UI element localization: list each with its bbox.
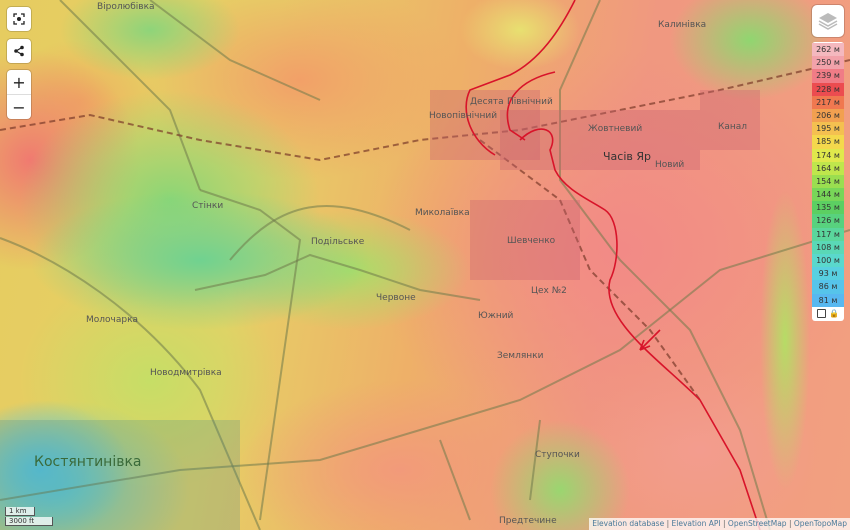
legend-item: 164 м	[812, 161, 844, 175]
road	[149, 0, 321, 101]
road	[59, 0, 201, 191]
legend-item: 250 м	[812, 56, 844, 70]
road	[199, 189, 302, 521]
town-label: Часів Яр	[603, 150, 651, 163]
legend-item: 262 м	[812, 43, 844, 57]
place-label: Молочарка	[86, 315, 139, 325]
place-label: Цех №2	[531, 286, 567, 296]
place-label: Подільське	[311, 237, 365, 247]
zoom-control: + −	[7, 70, 31, 119]
place-label: Червоне	[376, 293, 416, 303]
place-label: Віролюбівка	[97, 2, 155, 12]
place-label: Шевченко	[507, 236, 556, 246]
attribution: Elevation database | Elevation API | Ope…	[589, 518, 850, 530]
share-icon[interactable]	[7, 39, 31, 63]
attribution-link[interactable]: Elevation database	[592, 519, 665, 528]
frontline	[506, 71, 556, 141]
place-label: Канал	[718, 122, 748, 132]
legend-item: 81 м	[812, 293, 844, 307]
fullscreen-control[interactable]	[7, 7, 31, 31]
legend-item: 185 м	[812, 135, 844, 149]
legend-item: 126 м	[812, 214, 844, 228]
city-label: Костянтинівка	[34, 454, 142, 470]
frontline-arrow	[639, 329, 661, 351]
legend-item: 135 м	[812, 201, 844, 215]
place-label: Північний	[507, 97, 553, 107]
attribution-link[interactable]: OpenStreetMap	[727, 519, 787, 528]
place-label: Новодмитрівка	[150, 368, 222, 378]
road	[229, 205, 411, 261]
place-label: Миколаївка	[415, 208, 470, 218]
legend-item: 100 м	[812, 254, 844, 268]
layers-icon	[818, 13, 838, 30]
fullscreen-icon[interactable]	[7, 7, 31, 31]
road	[194, 253, 481, 301]
scale-bar: 1 km 3000 ft	[5, 507, 53, 527]
road	[529, 419, 541, 501]
checkbox-icon[interactable]	[817, 308, 827, 318]
place-label: Жовтневий	[588, 124, 643, 134]
legend-item: 93 м	[812, 267, 844, 281]
legend-item: 108 м	[812, 240, 844, 254]
legend-item: 86 м	[812, 280, 844, 294]
legend-footer: 🔒	[812, 307, 844, 320]
place-label: Калинівка	[658, 20, 707, 30]
legend-item: 206 м	[812, 108, 844, 123]
place-label: Землянки	[497, 351, 544, 361]
frontline	[465, 0, 576, 156]
place-label: Новопівнічний	[429, 111, 498, 121]
place-label: Предтечине	[499, 516, 557, 526]
legend-item: 217 м	[812, 95, 844, 109]
place-label: Ступочки	[535, 450, 580, 460]
legend-item: 228 м	[812, 82, 844, 96]
lock-icon[interactable]: 🔒	[829, 308, 839, 318]
elevation-legend: 262 м 250 м 239 м 228 м 217 м 206 м 195 м 185 м…	[812, 42, 844, 321]
legend-item: 239 м	[812, 69, 844, 83]
attribution-link[interactable]: OpenTopoMap	[793, 519, 847, 528]
place-label: Стінки	[192, 201, 224, 211]
road	[0, 229, 850, 501]
scale-imperial: 3000 ft	[5, 517, 53, 526]
layers-button[interactable]	[812, 5, 844, 37]
legend-item: 117 м	[812, 227, 844, 241]
road	[439, 439, 471, 521]
attribution-link[interactable]: Elevation API	[671, 519, 721, 528]
legend-item: 174 м	[812, 148, 844, 162]
place-label: Новий	[655, 160, 685, 170]
road	[0, 237, 261, 530]
legend-item: 154 м	[812, 174, 844, 189]
legend-item: 144 м	[812, 188, 844, 202]
zoom-out-button[interactable]: −	[12, 97, 26, 117]
share-control[interactable]	[7, 39, 31, 63]
zoom-in-button[interactable]: +	[7, 70, 31, 95]
legend-item: 195 м	[812, 122, 844, 136]
scale-metric: 1 km	[5, 507, 35, 516]
road	[559, 0, 771, 530]
frontline	[519, 128, 761, 530]
place-label: Десята	[470, 97, 504, 107]
place-label: Южний	[478, 311, 514, 321]
